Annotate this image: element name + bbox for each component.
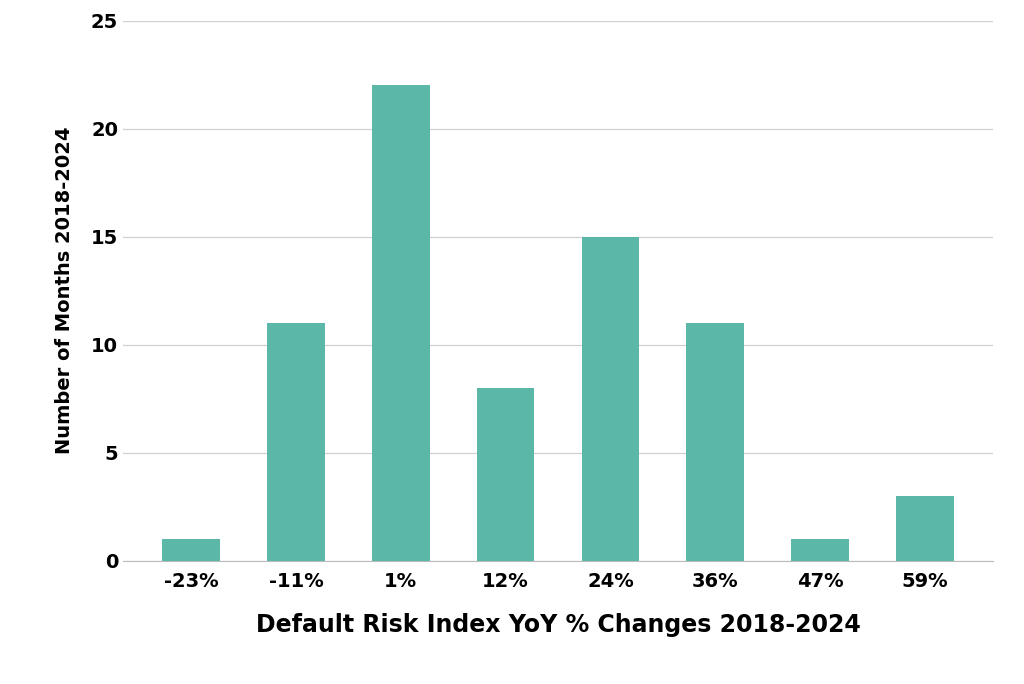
Bar xyxy=(372,86,430,561)
X-axis label: Default Risk Index YoY % Changes 2018-2024: Default Risk Index YoY % Changes 2018-20… xyxy=(256,614,860,637)
Bar xyxy=(163,539,220,561)
Bar xyxy=(267,323,325,561)
Bar xyxy=(686,323,744,561)
Bar xyxy=(792,539,849,561)
Bar xyxy=(896,496,953,561)
Y-axis label: Number of Months 2018-2024: Number of Months 2018-2024 xyxy=(55,127,74,454)
Bar xyxy=(477,388,535,561)
Bar xyxy=(582,237,639,561)
